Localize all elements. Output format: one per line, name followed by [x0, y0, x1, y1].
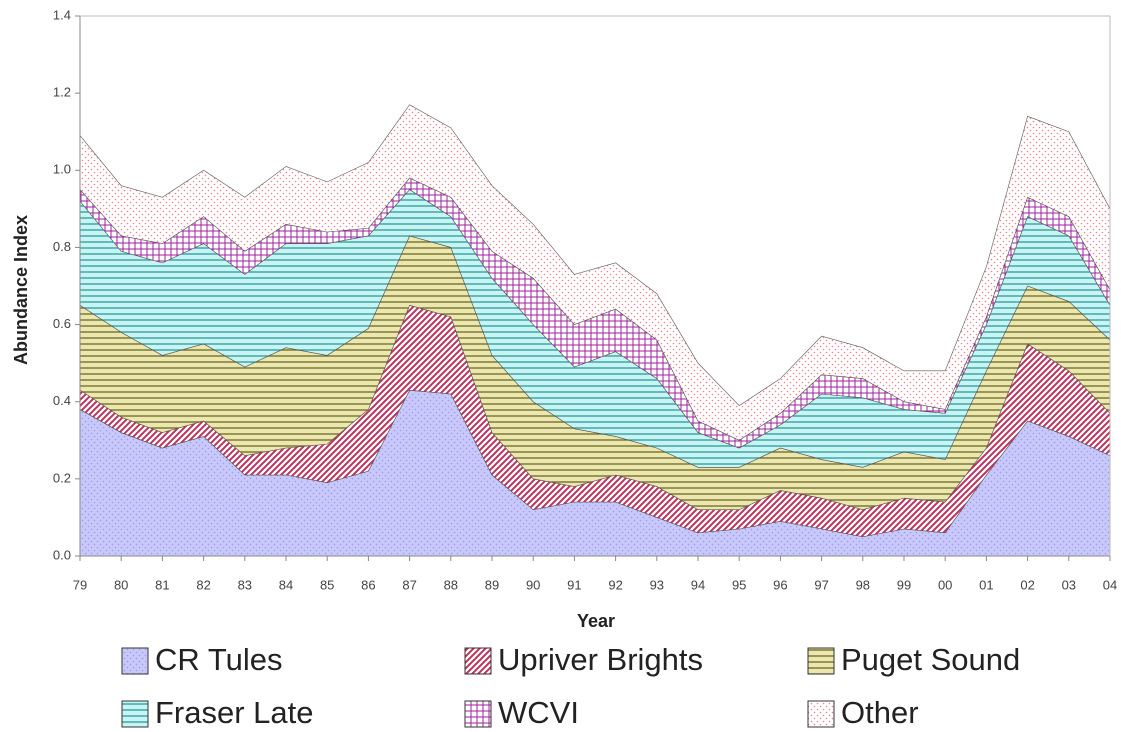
legend-label: Other [841, 695, 919, 730]
y-tick-label: 0.4 [53, 393, 71, 408]
x-tick-label: 83 [238, 577, 252, 592]
y-tick-label: 0.2 [53, 470, 71, 485]
legend-label: CR Tules [155, 642, 282, 677]
legend-swatch [807, 700, 835, 728]
x-tick-label: 81 [155, 577, 169, 592]
x-tick-label: 95 [732, 577, 746, 592]
x-tick-label: 88 [444, 577, 458, 592]
x-tick-label: 94 [691, 577, 705, 592]
x-tick-label: 87 [402, 577, 416, 592]
x-tick-label: 85 [320, 577, 334, 592]
x-tick-label: 03 [1062, 577, 1076, 592]
legend-swatch [121, 700, 149, 728]
x-tick-label: 99 [897, 577, 911, 592]
y-tick-label: 1.0 [53, 162, 71, 177]
x-tick-label: 92 [608, 577, 622, 592]
legend-label: Puget Sound [841, 642, 1020, 677]
y-axis-label: Abundance Index [11, 215, 31, 365]
legend-label: WCVI [498, 695, 579, 730]
y-tick-label: 1.2 [53, 85, 71, 100]
x-tick-label: 97 [814, 577, 828, 592]
x-tick-label: 79 [73, 577, 87, 592]
x-axis-label: Year [577, 611, 615, 631]
x-tick-label: 89 [485, 577, 499, 592]
legend-swatch [464, 647, 492, 675]
x-tick-label: 86 [361, 577, 375, 592]
x-tick-label: 98 [856, 577, 870, 592]
y-tick-label: 0.0 [53, 547, 71, 562]
y-tick-label: 0.8 [53, 239, 71, 254]
y-tick-label: 0.6 [53, 316, 71, 331]
legend-swatch [121, 647, 149, 675]
x-tick-label: 02 [1020, 577, 1034, 592]
y-tick-label: 1.4 [53, 7, 71, 22]
x-tick-label: 96 [773, 577, 787, 592]
x-tick-label: 82 [196, 577, 210, 592]
legend-label: Upriver Brights [498, 642, 703, 677]
x-tick-label: 00 [938, 577, 952, 592]
x-tick-label: 90 [526, 577, 540, 592]
x-tick-label: 01 [979, 577, 993, 592]
legend-swatch [807, 647, 835, 675]
x-tick-label: 91 [567, 577, 581, 592]
x-tick-label: 80 [114, 577, 128, 592]
x-tick-label: 93 [650, 577, 664, 592]
legend-label: Fraser Late [155, 695, 314, 730]
x-tick-label: 84 [279, 577, 293, 592]
legend-swatch [464, 700, 492, 728]
x-tick-label: 04 [1103, 577, 1117, 592]
